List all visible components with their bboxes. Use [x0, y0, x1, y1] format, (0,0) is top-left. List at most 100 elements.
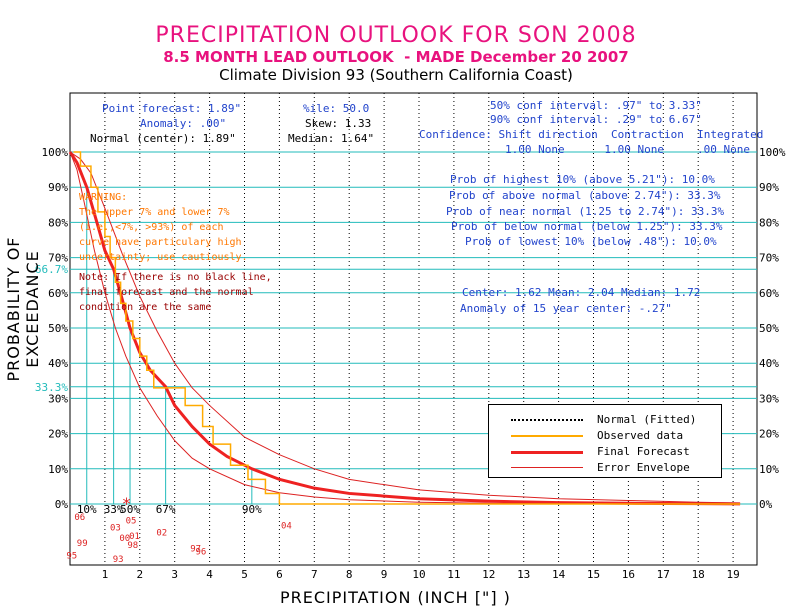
climate-division: Climate Division 93 (Southern California… [219, 66, 573, 84]
warning-line: (i.e.,<7%, >93%) of each [79, 222, 224, 233]
percentile: %ile: 50.0 [303, 102, 370, 115]
y-tick-label-right: 100% [759, 146, 786, 159]
x-tick-label: 15 [587, 568, 600, 581]
confidence-header: Confidence: Shift direction Contraction … [419, 128, 764, 141]
observed-data-line [73, 151, 741, 505]
conf-interval-90: 90% conf interval: .29" to 6.67" [490, 113, 702, 126]
chart-subtitle: 8.5 MONTH LEAD OUTLOOK - MADE December 2… [163, 48, 629, 66]
conf-interval-50: 50% conf interval: .97" to 3.33" [490, 99, 702, 112]
x-tick-label: 10 [412, 568, 425, 581]
x-tick-label: 7 [311, 568, 318, 581]
skew: Skew: 1.33 [305, 117, 372, 130]
quantile-marker-label: 50% [120, 503, 140, 516]
legend-swatch [511, 467, 583, 468]
year-label: 03 [110, 523, 121, 533]
legend-label: Error Envelope [597, 461, 690, 474]
prob-above: Prob of above normal (above 2.74"): 33.3… [449, 189, 721, 202]
point-forecast: Point forecast: 1.89" [102, 102, 242, 115]
y-tick-label-left: 60% [48, 287, 68, 300]
warning-line: curve have particulary high [79, 237, 242, 248]
y-tick-label-left: 70% [48, 252, 68, 265]
y-tick-label-left: 80% [48, 216, 68, 229]
median: Median: 1.64" [288, 132, 375, 145]
year-label: 99 [77, 539, 88, 549]
x-tick-label: 16 [622, 568, 635, 581]
y-tick-label-left: 20% [48, 428, 68, 441]
stats-center: Center: 1.62 Mean: 2.04 Median: 1.72 [462, 286, 701, 299]
year-label: 02 [156, 529, 167, 539]
y-tick-label-right: 20% [759, 428, 779, 441]
y-tick-label-left: 50% [48, 322, 68, 335]
warning-line: The upper 7% and lower 7% [79, 207, 230, 218]
year-label: 96 [195, 547, 206, 557]
y-tick-label-right: 0% [759, 498, 773, 511]
y-tick-label-left: 10% [48, 463, 68, 476]
x-tick-label: 19 [726, 568, 739, 581]
y-tick-label-left: 90% [48, 181, 68, 194]
y-tick-label-right: 70% [759, 252, 779, 265]
quantile-marker-label: 90% [242, 503, 262, 516]
legend-swatch [511, 435, 583, 437]
error-envelope-line [69, 151, 741, 504]
highlight-level-label: 33.3% [35, 381, 68, 394]
chart-title: PRECIPITATION OUTLOOK FOR SON 2008 [155, 23, 637, 48]
x-tick-label: 13 [517, 568, 530, 581]
x-axis-label: PRECIPITATION (INCH ["] ) [280, 588, 511, 607]
x-tick-label: 17 [657, 568, 670, 581]
quantile-marker-label: 10% [77, 503, 97, 516]
point-forecast-marker: * [122, 494, 132, 513]
y-tick-label-right: 10% [759, 463, 779, 476]
prob-below: Prob of below normal (below 1.25"): 33.3… [451, 220, 723, 233]
warning-title: WARNING: [79, 192, 128, 203]
y-tick-label-right: 50% [759, 322, 779, 335]
x-tick-label: 1 [102, 568, 109, 581]
y-tick-label-left: 40% [48, 357, 68, 370]
y-tick-label-right: 60% [759, 287, 779, 300]
note-line: condition are the same [79, 302, 212, 313]
x-tick-label: 6 [276, 568, 283, 581]
confidence-values: 1.00 None 1.00 None .00 None [505, 143, 751, 156]
y-tick-label-left: 100% [42, 146, 69, 159]
legend-swatch [511, 451, 583, 454]
x-tick-label: 5 [241, 568, 248, 581]
y-tick-label-left: 0% [55, 498, 69, 511]
legend-swatch [511, 419, 583, 421]
x-tick-label: 18 [692, 568, 705, 581]
y-tick-label-right: 80% [759, 216, 779, 229]
year-label: 97 [190, 545, 201, 555]
year-label: 93 [113, 555, 124, 565]
x-tick-label: 4 [206, 568, 213, 581]
legend: Normal (Fitted) Observed data Final Fore… [488, 404, 722, 478]
prob-highest: Prob of highest 10% (above 5.21"): 10.0% [450, 173, 715, 186]
legend-label: Observed data [597, 429, 684, 442]
x-tick-label: 2 [136, 568, 143, 581]
prob-lowest: Prob of lowest 10% (below .48"): 10.0% [465, 235, 717, 248]
year-label: 00 [119, 534, 130, 544]
x-tick-label: 11 [447, 568, 460, 581]
stats-anomaly: Anomaly of 15 year center: -.27" [460, 302, 672, 315]
year-label: 98 [127, 541, 138, 551]
anomaly: Anomaly: .00" [140, 117, 227, 130]
legend-label: Final Forecast [597, 445, 690, 458]
quantile-marker-label: 67% [156, 503, 176, 516]
year-label: 04 [281, 522, 292, 532]
y-axis-label: PROBABILITY OF EXCEEDANCE [4, 236, 42, 382]
year-label: 06 [74, 513, 85, 523]
x-tick-label: 9 [381, 568, 388, 581]
prob-near: Prob of near normal (1.25 to 2.74"): 33.… [446, 205, 725, 218]
y-tick-label-left: 30% [48, 392, 68, 405]
year-label: 01 [129, 532, 140, 542]
x-tick-label: 14 [552, 568, 566, 581]
final-forecast-line [68, 151, 741, 506]
x-tick-label: 12 [482, 568, 495, 581]
highlight-level-label: 66.7% [35, 263, 68, 276]
warning-line: uncertainty; use cautiously. [79, 252, 248, 263]
y-tick-label-right: 30% [759, 392, 779, 405]
x-tick-label: 8 [346, 568, 353, 581]
y-tick-label-right: 90% [759, 181, 779, 194]
normal-center: Normal (center): 1.89" [90, 132, 236, 145]
legend-label: Normal (Fitted) [597, 413, 697, 426]
y-tick-label-right: 40% [759, 357, 779, 370]
plot-frame [69, 92, 758, 566]
x-tick-label: 3 [171, 568, 178, 581]
